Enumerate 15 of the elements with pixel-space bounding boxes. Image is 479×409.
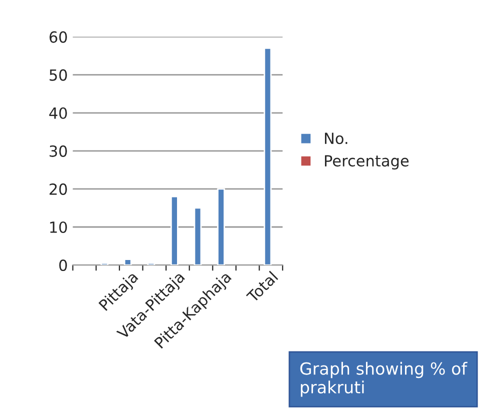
y-tick-label: 20: [50, 183, 67, 195]
bar: [217, 188, 226, 266]
y-tick-label: 60: [50, 31, 67, 43]
y-tick-label: 50: [50, 69, 67, 81]
bar: [264, 48, 272, 266]
y-tick-label: 10: [50, 221, 67, 234]
bar: [194, 207, 202, 266]
y-tick-label: 0: [59, 259, 67, 272]
bar: [124, 258, 132, 266]
text: Graph showing % of prakruti: [300, 362, 468, 397]
legend-label: Percentage: [324, 155, 409, 170]
y-tick-label: 40: [49, 107, 67, 119]
y-tick-label: 30: [50, 145, 67, 157]
legend-label: No.: [324, 132, 348, 144]
bar: [170, 196, 178, 266]
